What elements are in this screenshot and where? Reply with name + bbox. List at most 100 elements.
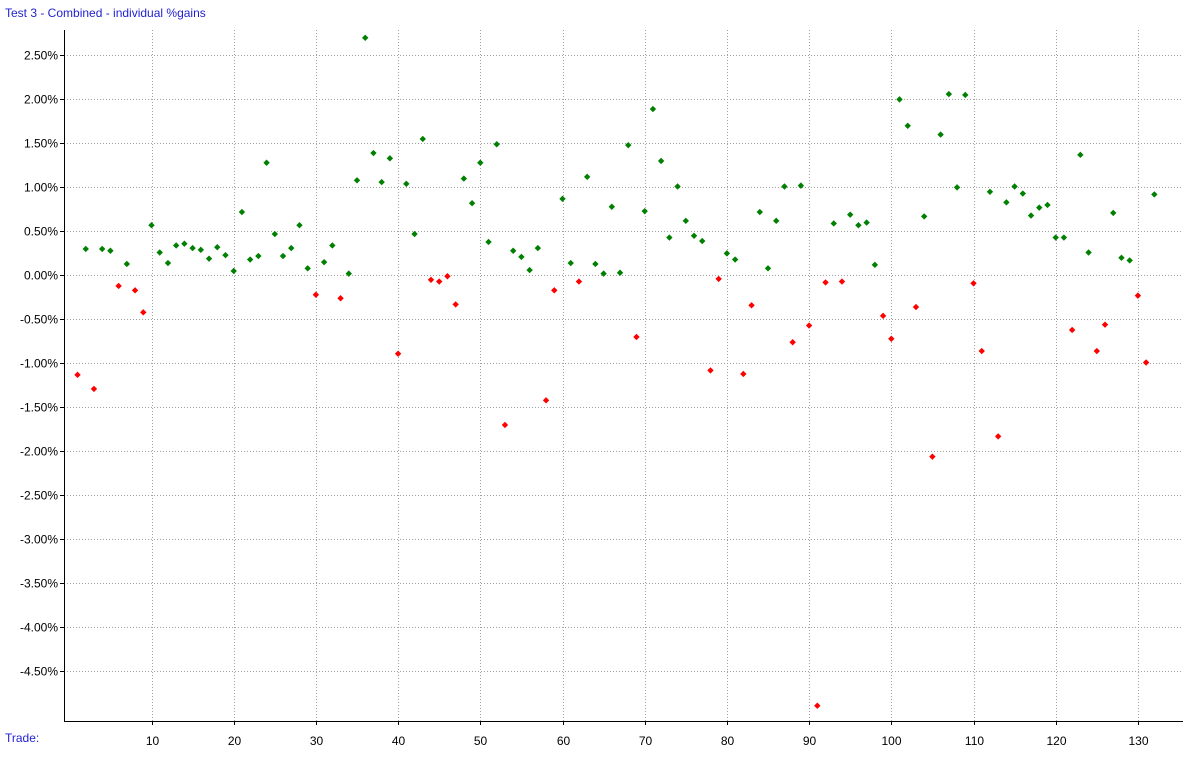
x-tick-label: 50 (474, 734, 488, 748)
x-tick-label: 130 (1128, 734, 1148, 748)
loss-point (337, 295, 344, 302)
gain-point (731, 256, 739, 263)
x-tick-label: 70 (639, 734, 653, 748)
gain-point (1077, 151, 1084, 159)
gain-point (197, 246, 205, 254)
gain-point (863, 219, 870, 226)
gain-point (419, 135, 426, 143)
loss-point (814, 702, 821, 709)
data-points (74, 34, 1158, 709)
gain-point (1036, 204, 1043, 211)
gain-point (945, 90, 953, 98)
loss-point (444, 273, 451, 280)
gain-point (460, 175, 468, 182)
gridlines (64, 30, 1183, 721)
gain-point (107, 247, 114, 254)
x-tick-label: 40 (392, 734, 406, 748)
gain-point (329, 242, 336, 249)
loss-point (1101, 321, 1109, 328)
gain-point (674, 183, 681, 190)
gain-point (320, 258, 328, 266)
gain-point (657, 157, 665, 165)
loss-point (1142, 359, 1150, 366)
gain-point (1044, 201, 1051, 209)
gain-point (222, 251, 229, 259)
x-tick-label: 30 (310, 734, 324, 748)
gain-point (485, 238, 492, 246)
gain-point (238, 208, 246, 216)
loss-point (748, 302, 755, 309)
gain-point (1110, 209, 1117, 217)
loss-point (838, 278, 846, 285)
x-axis-label: Trade: (5, 731, 40, 745)
loss-point (805, 322, 813, 329)
gain-point (403, 180, 410, 188)
loss-point (633, 333, 640, 341)
tick-labels: 2.50% 2.00% 1.50% 1.00% 0.50% 0.00% -0.50% -1.0… (20, 49, 1149, 749)
loss-point (436, 278, 443, 285)
loss-point (452, 301, 459, 308)
gain-point (666, 234, 673, 241)
gain-point (608, 203, 616, 210)
gain-point (690, 232, 698, 239)
gain-point (288, 244, 295, 252)
gain-point (518, 253, 525, 261)
gain-point (682, 217, 689, 225)
x-tick-label: 120 (1046, 734, 1066, 748)
y-tick-label: -0.50% (20, 313, 58, 327)
gain-point (148, 222, 155, 229)
gain-point (271, 230, 278, 238)
gain-point (937, 131, 944, 138)
loss-point (912, 303, 920, 311)
gain-point (855, 222, 862, 229)
gain-point (567, 259, 574, 267)
gain-point (830, 220, 837, 227)
loss-point (740, 370, 747, 378)
gain-point (386, 155, 394, 162)
axes (60, 30, 1183, 725)
y-tick-label: -3.00% (20, 533, 58, 547)
y-tick-label: 2.00% (24, 93, 58, 107)
gain-point (1011, 183, 1018, 190)
x-tick-label: 20 (228, 734, 242, 748)
gain-point (1003, 199, 1010, 206)
y-tick-label: 2.50% (24, 49, 58, 63)
gain-point (526, 266, 533, 274)
loss-point (74, 371, 81, 379)
gain-point (214, 244, 221, 251)
gain-point (1118, 254, 1125, 261)
gain-point (723, 250, 731, 257)
gain-point (82, 245, 89, 253)
gain-point (279, 252, 287, 260)
loss-point (879, 312, 887, 320)
x-tick-label: 100 (881, 734, 901, 748)
gain-point (1126, 257, 1133, 264)
loss-point (427, 276, 435, 283)
gain-point (871, 261, 879, 269)
y-tick-label: 0.00% (24, 269, 58, 283)
x-tick-label: 110 (965, 734, 984, 748)
loss-point (1134, 292, 1142, 299)
y-tick-label: -2.50% (20, 489, 58, 503)
gain-point (345, 270, 352, 277)
gain-point (699, 237, 706, 245)
loss-point (715, 275, 722, 283)
loss-point (551, 287, 558, 294)
loss-point (115, 282, 122, 290)
gain-point (304, 265, 311, 272)
loss-point (131, 287, 139, 294)
gain-point (559, 195, 566, 203)
gain-point (797, 182, 805, 189)
gain-point (953, 184, 961, 191)
x-tick-label: 90 (803, 734, 817, 748)
gain-point (255, 252, 262, 260)
loss-point (394, 350, 402, 357)
gain-point (847, 211, 854, 218)
gain-point (1085, 249, 1092, 256)
x-tick-label: 60 (557, 734, 571, 748)
y-tick-label: -1.50% (20, 401, 58, 415)
gain-point (534, 244, 542, 252)
gain-point (583, 173, 591, 181)
gain-point (156, 249, 163, 256)
